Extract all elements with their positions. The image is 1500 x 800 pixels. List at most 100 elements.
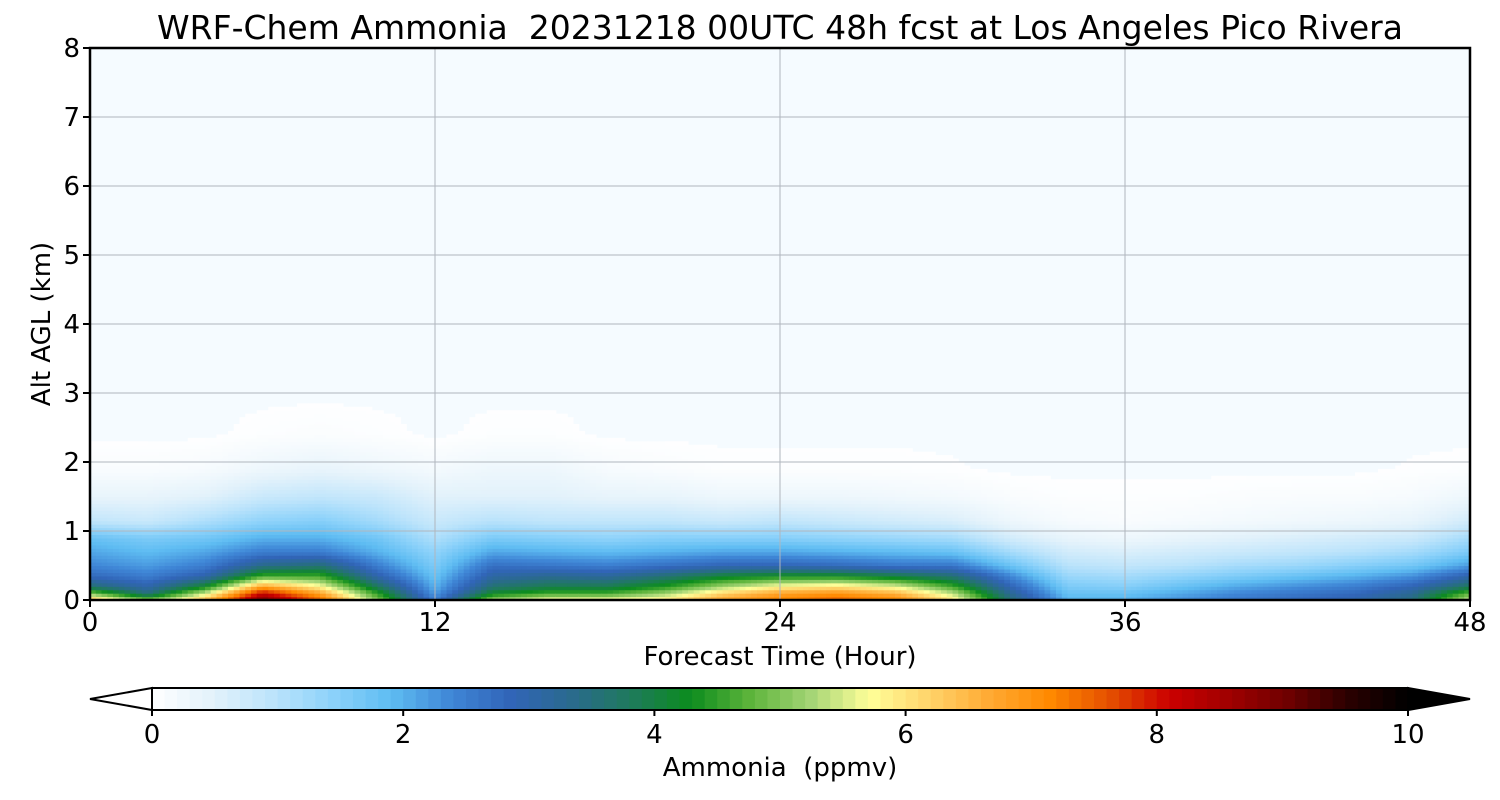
heatmap-cell — [95, 493, 103, 498]
heatmap-cell — [193, 444, 200, 449]
heatmap-cell — [550, 420, 557, 425]
heatmap-cell — [141, 593, 149, 598]
heatmap-cell — [285, 424, 292, 429]
heatmap-cell — [279, 551, 287, 556]
heatmap-cell — [532, 510, 540, 515]
heatmap-cell — [337, 544, 344, 549]
heatmap-cell — [228, 593, 235, 598]
heatmap-cell — [95, 458, 103, 463]
heatmap-cell — [647, 524, 655, 529]
heatmap-cell — [469, 434, 476, 439]
heatmap-cell — [498, 565, 505, 570]
heatmap-cell — [170, 468, 177, 473]
heatmap-cell — [90, 537, 97, 542]
heatmap-cell — [498, 541, 505, 546]
heatmap-cell — [527, 593, 534, 598]
heatmap-cell — [492, 544, 499, 549]
heatmap-cell — [366, 441, 373, 446]
heatmap-cell — [481, 448, 488, 453]
heatmap-cell — [216, 486, 223, 491]
heatmap-cell — [95, 589, 103, 594]
heatmap-cell — [601, 499, 609, 504]
heatmap-cell — [337, 448, 344, 453]
heatmap-cell — [222, 479, 229, 484]
heatmap-cell — [452, 482, 459, 487]
heatmap-cell — [256, 534, 264, 539]
heatmap-cell — [107, 582, 114, 587]
heatmap-cell — [256, 465, 264, 470]
heatmap-cell — [233, 506, 241, 511]
heatmap-cell — [429, 462, 436, 467]
heatmap-cell — [429, 486, 436, 491]
heatmap-cell — [130, 468, 137, 473]
heatmap-cell — [394, 472, 402, 477]
heatmap-cell — [228, 555, 235, 560]
heatmap-cell — [222, 524, 229, 529]
heatmap-cell — [325, 503, 333, 508]
heatmap-cell — [561, 531, 568, 536]
heatmap-cell — [417, 462, 425, 467]
heatmap-cell — [613, 575, 620, 580]
heatmap-cell — [130, 524, 137, 529]
heatmap-cell — [596, 544, 603, 549]
heatmap-cell — [107, 499, 114, 504]
heatmap-cell — [354, 541, 361, 546]
heatmap-cell — [636, 465, 643, 470]
heatmap-cell — [475, 448, 482, 453]
heatmap-cell — [147, 572, 154, 577]
heatmap-cell — [423, 441, 430, 446]
heatmap-cell — [141, 531, 149, 536]
heatmap-cell — [371, 517, 379, 522]
heatmap-cell — [498, 531, 505, 536]
heatmap-cell — [285, 534, 292, 539]
heatmap-cell — [354, 506, 361, 511]
heatmap-cell — [291, 472, 298, 477]
heatmap-cell — [515, 575, 522, 580]
heatmap-cell — [216, 568, 223, 573]
heatmap-cell — [164, 534, 172, 539]
heatmap-cell — [113, 475, 120, 480]
heatmap-cell — [210, 479, 218, 484]
heatmap-cell — [118, 534, 126, 539]
heatmap-cell — [141, 558, 149, 563]
heatmap-cell — [624, 506, 632, 511]
heatmap-cell — [394, 541, 402, 546]
heatmap-cell — [141, 517, 149, 522]
heatmap-cell — [417, 493, 425, 498]
heatmap-cell — [95, 479, 103, 484]
heatmap-cell — [504, 565, 511, 570]
heatmap-cell — [205, 510, 212, 515]
heatmap-cell — [458, 527, 465, 532]
heatmap-cell — [475, 548, 482, 553]
heatmap-cell — [619, 534, 626, 539]
heatmap-cell — [636, 544, 643, 549]
heatmap-cell — [348, 513, 356, 518]
heatmap-cell — [527, 572, 534, 577]
heatmap-cell — [279, 424, 287, 429]
heatmap-cell — [170, 489, 177, 494]
heatmap-cell — [538, 465, 545, 470]
heatmap-cell — [469, 458, 476, 463]
heatmap-cell — [366, 531, 373, 536]
heatmap-cell — [619, 493, 626, 498]
heatmap-cell — [256, 513, 264, 518]
heatmap-cell — [544, 572, 551, 577]
heatmap-cell — [544, 524, 551, 529]
heatmap-cell — [239, 544, 246, 549]
heatmap-cell — [555, 499, 563, 504]
heatmap-cell — [199, 568, 206, 573]
heatmap-cell — [314, 444, 321, 449]
heatmap-cell — [348, 568, 356, 573]
heatmap-cell — [124, 479, 131, 484]
heatmap-cell — [400, 575, 407, 580]
heatmap-cell — [331, 551, 338, 556]
heatmap-cell — [458, 437, 465, 442]
heatmap-cell — [297, 482, 304, 487]
heatmap-cell — [469, 558, 476, 563]
heatmap-cell — [527, 517, 534, 522]
heatmap-cell — [406, 593, 413, 598]
heatmap-cell — [176, 524, 183, 529]
heatmap-cell — [383, 506, 390, 511]
heatmap-cell — [544, 589, 551, 594]
heatmap-cell — [578, 572, 586, 577]
